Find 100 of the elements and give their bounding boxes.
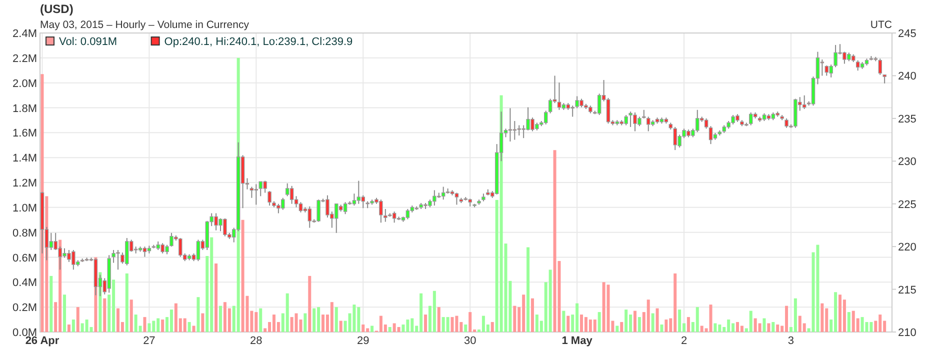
bar [130, 300, 133, 332]
bar [432, 290, 436, 332]
bar [772, 322, 775, 332]
bar [624, 310, 628, 332]
candlestick [646, 116, 650, 132]
bar [468, 312, 472, 332]
legend-label: Vol: 0.091M [59, 36, 118, 48]
candlestick [298, 202, 303, 213]
bar [762, 318, 766, 332]
bar [633, 310, 636, 332]
candlestick [250, 186, 254, 198]
bar [860, 317, 864, 332]
bar [304, 313, 307, 332]
bar [686, 317, 690, 332]
y2-tick-label: 210 [898, 327, 916, 339]
candlestick [606, 97, 610, 124]
bar [548, 270, 552, 332]
candlestick [268, 190, 272, 206]
bar [602, 282, 606, 332]
bar [352, 304, 356, 332]
candlestick [548, 98, 552, 114]
bar [606, 284, 610, 332]
bar [370, 326, 374, 332]
y-tick-label: 2.4M [12, 28, 37, 40]
candlestick [441, 186, 446, 200]
candlestick [352, 193, 356, 206]
text: UTC [870, 19, 892, 31]
candlestick [820, 58, 824, 76]
candlestick [512, 120, 517, 140]
y-tick-label: 0.2M [12, 302, 37, 314]
y2-tick-label: 240 [898, 70, 916, 83]
bar [322, 314, 325, 332]
bar [562, 310, 566, 332]
y-tick-label: 1.4M [12, 152, 37, 165]
bar [286, 293, 289, 332]
bar [740, 326, 744, 332]
y2-tick-label: 245 [898, 28, 916, 40]
bar [749, 310, 752, 332]
bar [709, 304, 712, 332]
bar [241, 220, 244, 332]
x-tick-label: 26 Apr [25, 335, 60, 347]
bar [646, 300, 650, 332]
bar [620, 322, 624, 332]
y-tick-label: 1.0M [12, 202, 37, 214]
candlestick [508, 108, 512, 142]
y2-tick-label: 215 [898, 284, 916, 296]
y-tick-label: 2.0M [12, 78, 37, 90]
candlestick [856, 60, 860, 72]
bar [339, 320, 342, 332]
bar [678, 310, 682, 332]
chart-subtitle: May 03, 2015 – Hourly – Volume in Currency [40, 19, 250, 31]
bar [794, 298, 797, 332]
bar [424, 314, 428, 332]
bar [170, 310, 173, 332]
bar [598, 312, 601, 332]
candlestick [406, 208, 410, 220]
bar [148, 323, 151, 332]
x-tick-label: 1 May [562, 335, 594, 347]
x-tick-label: 27 [143, 335, 156, 347]
candlestick [704, 118, 708, 130]
bar [464, 324, 468, 332]
bar [50, 276, 53, 332]
bar [660, 324, 664, 332]
candlestick [557, 82, 562, 110]
candlestick [361, 194, 365, 209]
candlestick [343, 202, 348, 215]
candlestick [708, 126, 713, 145]
y2-tick-label: 225 [898, 198, 916, 211]
y-tick-label: 1.6M [12, 128, 37, 140]
candlestick [254, 184, 258, 206]
bar [330, 302, 334, 332]
bar [188, 322, 191, 332]
x-tick-label: 29 [356, 335, 370, 347]
candlestick [570, 105, 574, 118]
y-tick-label: 0.8M [12, 227, 37, 240]
bar [201, 313, 204, 332]
bar [362, 324, 365, 332]
bar [103, 298, 106, 332]
bar [530, 298, 534, 332]
bar [651, 313, 654, 332]
candlestick [878, 58, 882, 76]
bar [446, 317, 450, 332]
bar [143, 317, 146, 332]
bar [490, 322, 494, 332]
bar [334, 307, 338, 332]
candlestick [196, 239, 200, 262]
candlestick [384, 208, 388, 222]
bar [593, 320, 596, 332]
y-tick-label: 0.6M [12, 252, 37, 264]
y-tick-label: 1.8M [12, 102, 37, 115]
x-tick-label: 30 [464, 335, 476, 347]
bar [450, 317, 454, 332]
bar [513, 306, 516, 332]
bar [696, 307, 699, 332]
bar [308, 276, 312, 332]
bar [72, 320, 75, 332]
bar [259, 308, 262, 332]
bar [580, 314, 584, 332]
candlestick [356, 180, 361, 204]
bar [196, 297, 200, 332]
